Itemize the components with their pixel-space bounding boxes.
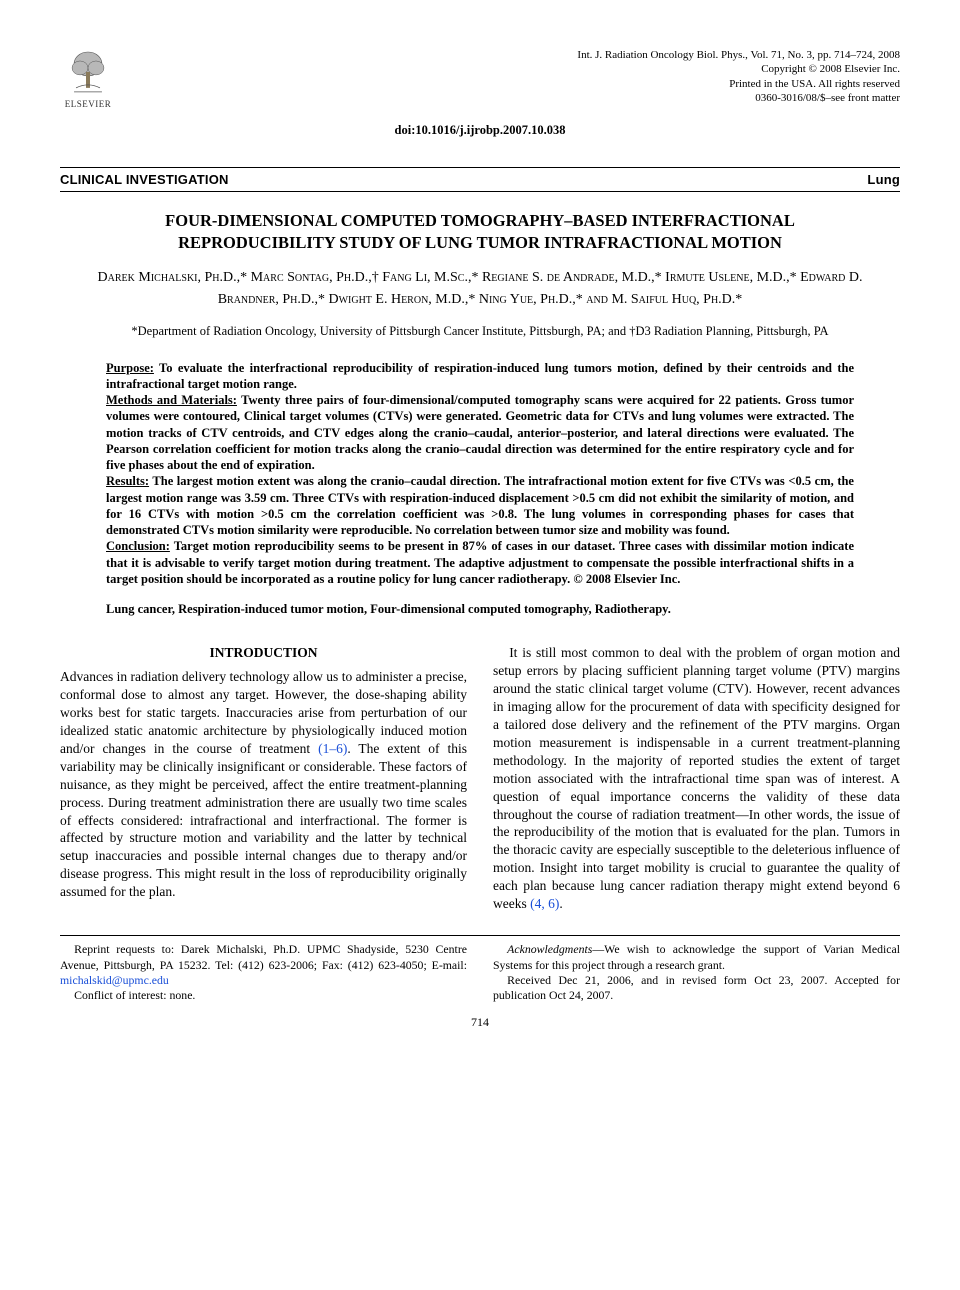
citation-link[interactable]: (4, 6)	[530, 896, 559, 911]
conflict-of-interest: Conflict of interest: none.	[60, 988, 467, 1003]
publisher-logo: ELSEVIER	[60, 48, 116, 110]
section-bar: CLINICAL INVESTIGATION Lung	[60, 167, 900, 193]
doi: doi:10.1016/j.ijrobp.2007.10.038	[60, 122, 900, 139]
abstract-text: To evaluate the interfractional reproduc…	[106, 361, 854, 391]
header-row: ELSEVIER Int. J. Radiation Oncology Biol…	[60, 48, 900, 110]
abstract-methods: Methods and Materials: Twenty three pair…	[106, 392, 854, 473]
abstract-text: Target motion reproducibility seems to b…	[106, 539, 854, 586]
article-title: FOUR-DIMENSIONAL COMPUTED TOMOGRAPHY–BAS…	[90, 210, 870, 253]
elsevier-tree-icon	[66, 48, 110, 96]
abstract-label: Results:	[106, 474, 149, 488]
meta-line: 0360-3016/08/$–see front matter	[577, 91, 900, 105]
affiliations: *Department of Radiation Oncology, Unive…	[120, 323, 840, 340]
journal-meta: Int. J. Radiation Oncology Biol. Phys., …	[577, 48, 900, 105]
abstract-label: Methods and Materials:	[106, 393, 237, 407]
intro-heading: INTRODUCTION	[60, 644, 467, 662]
body-text: It is still most common to deal with the…	[493, 645, 900, 911]
email-link[interactable]: michalskid@upmc.edu	[60, 973, 169, 987]
abstract-purpose: Purpose: To evaluate the interfractional…	[106, 360, 854, 393]
footnote-rule	[60, 935, 900, 936]
body-text: .	[559, 896, 562, 911]
footnote-text: Reprint requests to: Darek Michalski, Ph…	[60, 942, 467, 971]
meta-line: Copyright © 2008 Elsevier Inc.	[577, 62, 900, 76]
keywords: Lung cancer, Respiration-induced tumor m…	[106, 601, 854, 618]
doi-text: doi:10.1016/j.ijrobp.2007.10.038	[395, 123, 566, 137]
abstract-conclusion: Conclusion: Target motion reproducibilit…	[106, 538, 854, 587]
citation-link[interactable]: (1–6)	[318, 741, 347, 756]
received-dates: Received Dec 21, 2006, and in revised fo…	[493, 973, 900, 1004]
acknowledgments: Acknowledgments—We wish to acknowledge t…	[493, 942, 900, 973]
section-right: Lung	[867, 171, 900, 189]
body-paragraph: Advances in radiation delivery technolog…	[60, 668, 467, 901]
body-paragraph: It is still most common to deal with the…	[493, 644, 900, 913]
ack-label: Acknowledgments	[507, 942, 592, 956]
body-columns: INTRODUCTION Advances in radiation deliv…	[60, 644, 900, 913]
abstract-results: Results: The largest motion extent was a…	[106, 473, 854, 538]
abstract: Purpose: To evaluate the interfractional…	[106, 360, 854, 588]
abstract-text: The largest motion extent was along the …	[106, 474, 854, 537]
meta-line: Int. J. Radiation Oncology Biol. Phys., …	[577, 48, 900, 62]
meta-line: Printed in the USA. All rights reserved	[577, 77, 900, 91]
abstract-label: Purpose:	[106, 361, 154, 375]
page-number: 714	[60, 1014, 900, 1030]
section-left: CLINICAL INVESTIGATION	[60, 171, 229, 189]
publisher-name: ELSEVIER	[65, 98, 112, 110]
abstract-label: Conclusion:	[106, 539, 170, 553]
footnotes: Reprint requests to: Darek Michalski, Ph…	[60, 942, 900, 1003]
body-text: . The extent of this variability may be …	[60, 741, 467, 900]
authors: Darek Michalski, Ph.D.,* Marc Sontag, Ph…	[80, 267, 880, 310]
reprint-requests: Reprint requests to: Darek Michalski, Ph…	[60, 942, 467, 988]
